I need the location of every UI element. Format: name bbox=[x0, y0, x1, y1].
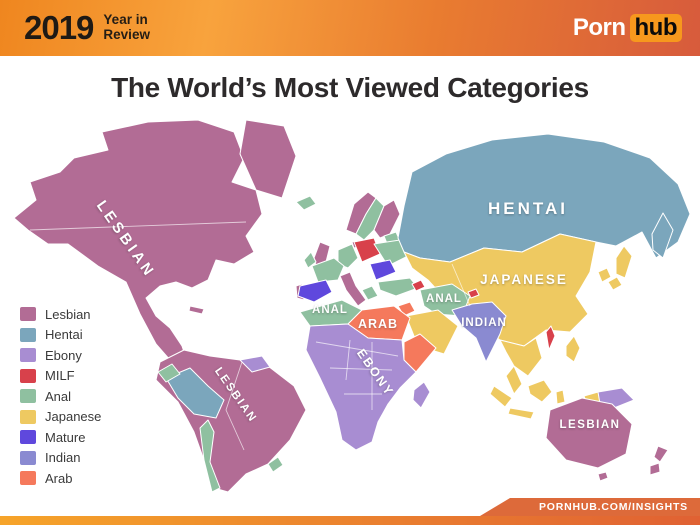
pornhub-logo: Porn hub bbox=[573, 14, 682, 42]
year-in-review-text: Year in Review bbox=[103, 12, 150, 42]
page-title: The World’s Most Viewed Categories bbox=[111, 72, 589, 103]
legend-item-hentai: Hentai bbox=[20, 325, 101, 346]
region-philippines bbox=[565, 335, 581, 363]
legend-swatch-japanese bbox=[20, 409, 36, 424]
region-japan-south bbox=[607, 276, 623, 291]
legend-swatch-arab bbox=[20, 471, 36, 486]
logo-hub-badge: hub bbox=[629, 14, 682, 42]
label-middle-east: ANAL bbox=[426, 293, 462, 305]
region-peru-bolivia bbox=[165, 367, 225, 419]
region-north-america bbox=[13, 119, 263, 361]
label-north-africa-east: ARAB bbox=[358, 317, 398, 331]
legend-item-japanese: Japanese bbox=[20, 407, 101, 428]
legend-swatch-lesbian bbox=[20, 307, 36, 322]
region-tasmania bbox=[597, 471, 609, 482]
country-borders bbox=[29, 221, 471, 451]
region-greenland bbox=[239, 119, 297, 199]
legend-item-indian: Indian bbox=[20, 448, 101, 469]
region-subsaharan-africa bbox=[305, 323, 417, 451]
footer-url-text: PORNHUB.COM/INSIGHTS bbox=[538, 501, 688, 513]
region-borneo bbox=[527, 379, 553, 403]
label-russia: HENTAI bbox=[488, 199, 568, 218]
legend-swatch-hentai bbox=[20, 327, 36, 342]
region-japan bbox=[615, 245, 633, 279]
legend-item-anal: Anal bbox=[20, 386, 101, 407]
label-india: INDIAN bbox=[461, 317, 507, 329]
region-nepal bbox=[467, 288, 480, 299]
region-uruguay bbox=[267, 456, 284, 473]
region-turkey bbox=[377, 277, 419, 297]
region-new-zealand-south bbox=[649, 462, 661, 476]
legend-item-milf: MILF bbox=[20, 366, 101, 387]
region-chile bbox=[199, 419, 221, 493]
region-cuba bbox=[188, 305, 205, 315]
legend-swatch-indian bbox=[20, 450, 36, 465]
region-ireland bbox=[303, 251, 317, 269]
region-caucasus bbox=[411, 279, 426, 292]
logo-porn-text: Porn bbox=[572, 14, 626, 41]
region-guyanas bbox=[239, 355, 271, 373]
label-east-asia: JAPANESE bbox=[480, 272, 568, 287]
legend-item-mature: Mature bbox=[20, 427, 101, 448]
label-north-africa-west: ANAL bbox=[312, 304, 348, 316]
region-madagascar bbox=[412, 381, 431, 409]
footer-insights-tab: PORNHUB.COM/INSIGHTS bbox=[480, 498, 700, 516]
region-new-zealand-north bbox=[653, 445, 669, 463]
legend-swatch-milf bbox=[20, 368, 36, 383]
region-laos bbox=[545, 325, 556, 351]
legend-swatch-ebony bbox=[20, 348, 36, 363]
region-greece bbox=[361, 285, 379, 301]
region-finland bbox=[373, 199, 401, 239]
region-java bbox=[507, 407, 535, 420]
region-indochina bbox=[499, 337, 543, 377]
region-ecuador bbox=[157, 363, 181, 383]
region-france bbox=[311, 257, 345, 283]
category-legend: Lesbian Hentai Ebony MILF Anal Japanese … bbox=[20, 304, 101, 489]
region-malay-peninsula bbox=[505, 365, 523, 395]
legend-swatch-mature bbox=[20, 430, 36, 445]
legend-item-lesbian: Lesbian bbox=[20, 304, 101, 325]
legend-swatch-anal bbox=[20, 389, 36, 404]
region-italy bbox=[339, 271, 367, 307]
region-sulawesi bbox=[555, 389, 566, 405]
region-korea bbox=[597, 267, 612, 283]
region-kamchatka bbox=[651, 212, 674, 259]
footer-bar bbox=[0, 516, 700, 525]
label-australia: LESBIAN bbox=[560, 419, 621, 431]
region-india bbox=[451, 301, 507, 363]
world-map: LESBIAN HENTAI JAPANESE ANAL ANAL ARAB I… bbox=[13, 119, 691, 493]
year-text: 2019 bbox=[24, 9, 94, 46]
region-sumatra bbox=[489, 385, 513, 408]
region-australia bbox=[545, 397, 633, 469]
region-balkans-romania bbox=[369, 259, 397, 281]
region-iceland bbox=[295, 195, 317, 211]
region-spain bbox=[297, 279, 333, 303]
header-banner: 2019 Year in Review Porn hub bbox=[0, 0, 700, 56]
legend-item-ebony: Ebony bbox=[20, 345, 101, 366]
legend-item-arab: Arab bbox=[20, 468, 101, 489]
